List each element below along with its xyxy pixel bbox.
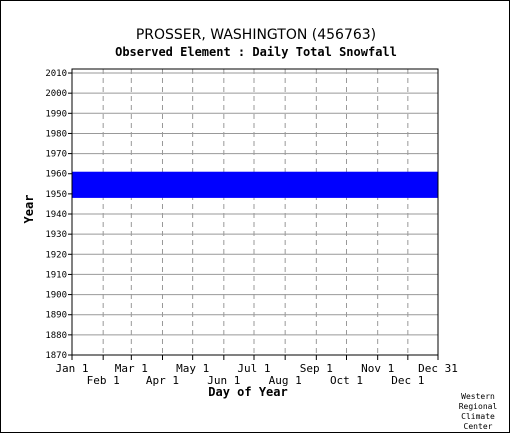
y-tick-label: 1950: [45, 190, 67, 200]
x-tick-label: Jun 1: [207, 374, 240, 387]
y-tick-label: 1970: [45, 150, 67, 160]
snowfall-data-band: [72, 171, 438, 198]
x-tick-label: May 1: [176, 362, 209, 375]
y-tick-label: 1960: [45, 170, 67, 180]
y-tick-label: 1930: [45, 230, 67, 240]
chart-title: PROSSER, WASHINGTON (456763): [136, 27, 376, 43]
y-tick-label: 1900: [45, 291, 67, 301]
x-tick-labels: Jan 1 Mar 1 May 1 Jul 1 Sep 1 Nov 1 Dec 31 Feb …: [55, 362, 457, 387]
y-tick-label: 2000: [45, 89, 67, 99]
x-tick-label: Dec 31: [418, 362, 458, 375]
x-tick-label: Aug 1: [269, 374, 302, 387]
y-tick-label: 1980: [45, 129, 67, 139]
y-tick-label: 1880: [45, 331, 67, 341]
x-tick-label: Apr 1: [146, 374, 179, 387]
chart-subtitle: Observed Element : Daily Total Snowfall: [115, 45, 397, 59]
x-axis-label: Day of Year: [208, 385, 287, 399]
credit-line: Center: [464, 422, 493, 431]
credit-line: Regional: [459, 402, 498, 411]
axes: [68, 68, 439, 360]
x-tick-label: Jan 1: [55, 362, 88, 375]
credit-line: Western: [461, 392, 495, 401]
y-tick-label: 1870: [45, 351, 67, 361]
x-tick-label: Oct 1: [330, 374, 363, 387]
x-tick-label: Feb 1: [87, 374, 120, 387]
y-tick-label: 1990: [45, 109, 67, 119]
x-tick-label: Jul 1: [237, 362, 270, 375]
x-tick-label: Nov 1: [361, 362, 394, 375]
y-tick-label: 1920: [45, 250, 67, 260]
credit-line: Climate: [461, 412, 495, 421]
y-tick-label: 1890: [45, 311, 67, 321]
data-series: [72, 171, 438, 198]
y-tick-label: 1910: [45, 270, 67, 280]
x-tick-label: Sep 1: [300, 362, 333, 375]
y-tick-labels: 2010 2000 1990 1980 1970 1960 1950 1940 1930 1920…: [45, 69, 67, 361]
y-axis-label: Year: [22, 195, 36, 224]
x-tick-label: Mar 1: [115, 362, 148, 375]
x-tick-label: Dec 1: [391, 374, 424, 387]
plot-border: [71, 68, 439, 356]
grid-lines: [72, 69, 438, 356]
y-tick-label: 2010: [45, 69, 67, 79]
y-tick-label: 1940: [45, 210, 67, 220]
